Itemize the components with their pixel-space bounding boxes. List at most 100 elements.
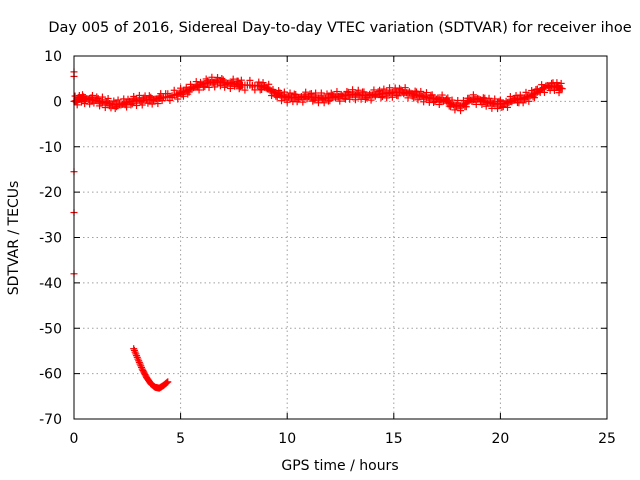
main-band-point xyxy=(177,84,185,92)
main-band-point xyxy=(491,95,499,103)
main-band-point xyxy=(504,103,512,111)
main-band-point xyxy=(496,96,504,104)
main-band-point xyxy=(444,94,452,102)
main-band-point xyxy=(265,80,273,88)
y-tick-label: 0 xyxy=(53,94,62,110)
main-band-point xyxy=(383,94,391,102)
low-arc-point xyxy=(138,363,146,371)
y-tick-label: -70 xyxy=(39,412,62,428)
main-band-point xyxy=(86,100,94,108)
main-band-point xyxy=(229,75,237,83)
main-band-point xyxy=(457,107,465,115)
y-tick-label: -60 xyxy=(39,367,62,383)
main-band-point xyxy=(276,89,284,97)
main-band-point xyxy=(278,97,286,105)
main-band-point xyxy=(558,85,566,93)
main-band-point xyxy=(485,94,493,102)
main-band-point xyxy=(417,87,425,95)
main-band-point xyxy=(395,84,403,92)
main-band-point xyxy=(519,99,527,107)
main-band-point xyxy=(336,97,344,105)
main-band-point xyxy=(317,89,325,97)
main-band-point xyxy=(531,94,539,102)
y-tick-label: -50 xyxy=(39,321,62,337)
main-band-point xyxy=(401,84,409,92)
main-band-point xyxy=(104,94,112,102)
main-band-point xyxy=(211,83,219,91)
main-band-point xyxy=(557,79,565,87)
main-band-point xyxy=(234,77,242,85)
main-band-point xyxy=(246,76,254,84)
main-band-point xyxy=(192,78,200,86)
main-band-point xyxy=(302,88,310,96)
main-band-point xyxy=(553,79,561,87)
x-axis-label: GPS time / hours xyxy=(281,458,398,474)
main-band-point xyxy=(367,96,375,104)
main-band-point xyxy=(107,104,115,112)
main-band-point xyxy=(283,98,291,106)
main-band-point xyxy=(241,86,249,94)
chart-title: Day 005 of 2016, Sidereal Day-to-day VTE… xyxy=(48,20,631,36)
main-band-point xyxy=(299,98,307,106)
low-arc-point xyxy=(135,357,143,365)
main-band-point xyxy=(494,105,502,113)
y-tick-label: -10 xyxy=(39,140,62,156)
x-tick-label: 25 xyxy=(598,431,616,447)
main-band-point xyxy=(73,101,81,109)
main-band-point xyxy=(333,88,341,96)
main-band-point xyxy=(422,89,430,97)
x-tick-label: 5 xyxy=(176,431,185,447)
main-band-point xyxy=(522,88,530,96)
main-band-point xyxy=(214,74,222,82)
main-band-point xyxy=(154,100,162,108)
main-band-point xyxy=(442,95,450,103)
main-band-point xyxy=(320,99,328,107)
main-band-point xyxy=(451,106,459,114)
main-band-point xyxy=(499,103,507,111)
main-band-point xyxy=(525,97,533,105)
data-points xyxy=(70,68,566,392)
main-band-point xyxy=(144,99,152,107)
low-arc-point xyxy=(136,360,144,368)
y-tick-label: -20 xyxy=(39,185,62,201)
main-band-point xyxy=(438,91,446,99)
main-band-point xyxy=(226,85,234,93)
y-tick-label: -40 xyxy=(39,276,62,292)
main-band-point xyxy=(529,93,537,101)
axis-ticks: 0 5 10 15 20 25 10 0 -10 -20 -30 -40 -50 -60 -70 xyxy=(39,49,616,447)
main-band-point xyxy=(185,88,193,96)
main-band-point xyxy=(145,92,153,100)
x-tick-label: 15 xyxy=(385,431,403,447)
y-tick-label: -30 xyxy=(39,231,62,247)
main-band-point xyxy=(237,76,245,84)
main-band-point xyxy=(218,74,226,82)
main-band-point xyxy=(323,90,331,98)
main-band-point xyxy=(114,96,122,104)
main-band-point xyxy=(555,89,563,97)
main-band-point xyxy=(469,91,477,99)
main-band-point xyxy=(388,93,396,101)
main-band-point xyxy=(179,92,187,100)
main-band-point xyxy=(259,79,267,87)
main-band-point xyxy=(75,91,83,99)
main-band-point xyxy=(380,85,388,93)
x-tick-label: 0 xyxy=(70,431,79,447)
main-band-point xyxy=(540,88,548,96)
main-band-point xyxy=(174,95,182,103)
low-arc-point xyxy=(137,362,145,370)
main-band-point xyxy=(286,89,294,97)
low-arc-point xyxy=(135,358,143,366)
main-band-point xyxy=(98,93,106,101)
main-band-point xyxy=(280,88,288,96)
plot-frame xyxy=(73,55,608,420)
x-tick-label: 20 xyxy=(491,431,509,447)
main-band-point xyxy=(110,97,118,105)
main-band-point xyxy=(435,100,443,108)
main-band-point xyxy=(414,96,422,104)
main-band-point xyxy=(201,83,209,91)
main-band-point xyxy=(326,97,334,105)
x-tick-label: 10 xyxy=(278,431,296,447)
y-tick-label: 10 xyxy=(44,49,62,65)
main-band-point xyxy=(170,86,178,94)
